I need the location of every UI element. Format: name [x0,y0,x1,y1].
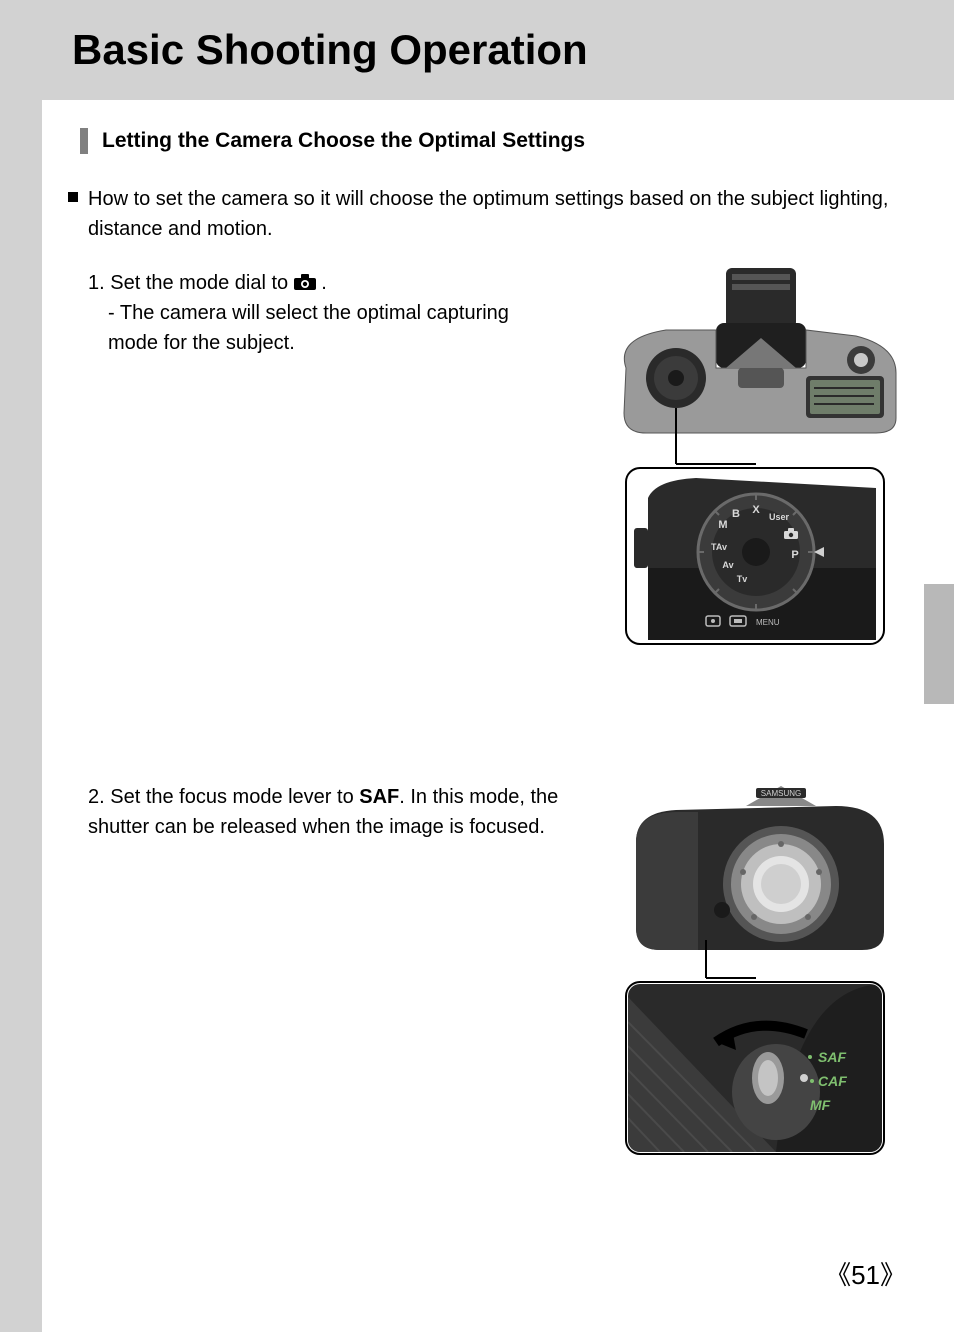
subhead-accent-bar [80,128,88,154]
step-1: 1. Set the mode dial to . - The camera w… [88,268,548,358]
intro-paragraph: How to set the camera so it will choose … [68,184,898,244]
step-2-line: 2. Set the focus mode lever to SAF. In t… [88,782,578,842]
dial-label-tv: Tv [737,574,748,584]
figure-1: M B X User P TAv Av Tv [606,268,904,653]
step-1-prefix: 1. Set the mode dial to [88,272,294,294]
focus-label-mf: MF [810,1097,831,1113]
step-1-suffix: . [321,272,327,294]
intro-text: How to set the camera so it will choose … [88,184,898,244]
page-number: 《51》 [825,1255,906,1292]
left-gutter [0,0,42,1332]
right-section-tab [924,584,954,704]
step-2: 2. Set the focus mode lever to SAF. In t… [88,782,578,842]
dial-label-m: M [718,519,727,531]
dial-label-tav: TAv [711,542,727,552]
subhead-text: Letting the Camera Choose the Optimal Se… [102,129,585,153]
square-bullet-icon [68,192,78,202]
camera-icon [294,274,316,290]
brand-label: SAMSUNG [761,789,801,798]
dial-label-x: X [752,504,760,516]
figure-2: SAMSUNG [606,782,904,1163]
dial-label-av: Av [722,560,733,570]
svg-text:MENU: MENU [756,618,780,627]
section-subhead: Letting the Camera Choose the Optimal Se… [80,128,585,154]
title-bar: Basic Shooting Operation [42,0,954,100]
figure-2-svg: SAMSUNG [606,782,904,1158]
page-title: Basic Shooting Operation [72,26,588,74]
figure-1-svg: M B X User P TAv Av Tv [606,268,904,648]
focus-label-caf: CAF [818,1073,847,1089]
step-1-sub: - The camera will select the optimal cap… [88,298,548,358]
dial-label-b: B [732,508,740,520]
step-1-line: 1. Set the mode dial to . [88,268,548,298]
step-2-prefix: 2. Set the focus mode lever to [88,786,359,808]
dial-label-user: User [769,512,790,522]
step-2-bold: SAF [359,786,399,808]
dial-label-p: P [791,549,798,561]
focus-label-saf: SAF [818,1049,846,1065]
